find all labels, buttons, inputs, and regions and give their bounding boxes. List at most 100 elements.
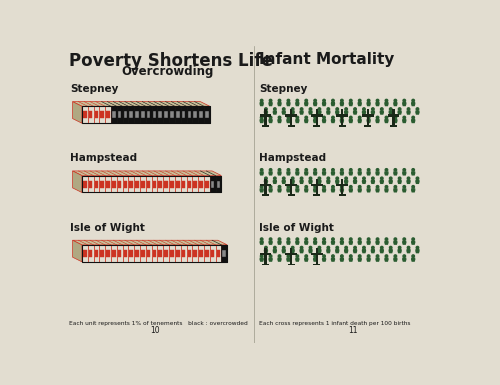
Polygon shape bbox=[317, 249, 322, 253]
Bar bbox=[135, 181, 139, 188]
Bar bbox=[94, 111, 98, 119]
Polygon shape bbox=[111, 106, 117, 123]
Polygon shape bbox=[313, 171, 318, 176]
Circle shape bbox=[264, 177, 267, 179]
Bar bbox=[199, 181, 203, 188]
Polygon shape bbox=[376, 102, 380, 106]
Circle shape bbox=[385, 186, 388, 188]
Circle shape bbox=[278, 169, 281, 171]
Circle shape bbox=[394, 169, 396, 171]
Bar bbox=[83, 181, 86, 188]
Polygon shape bbox=[169, 245, 175, 262]
Bar bbox=[124, 181, 127, 188]
Circle shape bbox=[332, 99, 334, 102]
Polygon shape bbox=[348, 188, 353, 192]
Circle shape bbox=[323, 186, 326, 188]
Circle shape bbox=[336, 246, 338, 249]
Polygon shape bbox=[105, 176, 111, 192]
Circle shape bbox=[327, 108, 330, 110]
Polygon shape bbox=[94, 106, 100, 123]
Circle shape bbox=[260, 238, 263, 240]
Bar bbox=[152, 111, 156, 119]
Polygon shape bbox=[260, 258, 264, 262]
Circle shape bbox=[264, 246, 267, 249]
Text: Stepney: Stepney bbox=[260, 84, 308, 94]
Circle shape bbox=[292, 246, 294, 249]
Circle shape bbox=[368, 169, 370, 171]
Polygon shape bbox=[152, 245, 158, 262]
Polygon shape bbox=[362, 110, 366, 115]
Circle shape bbox=[416, 246, 418, 249]
Polygon shape bbox=[140, 106, 146, 123]
Bar bbox=[118, 250, 122, 257]
Polygon shape bbox=[146, 176, 152, 192]
Polygon shape bbox=[384, 258, 388, 262]
Bar bbox=[362, 114, 374, 117]
Circle shape bbox=[340, 116, 343, 119]
Circle shape bbox=[282, 177, 285, 179]
Polygon shape bbox=[163, 176, 169, 192]
Polygon shape bbox=[402, 171, 406, 176]
Polygon shape bbox=[295, 171, 300, 176]
Circle shape bbox=[270, 169, 272, 171]
Bar bbox=[311, 184, 322, 186]
Circle shape bbox=[358, 99, 361, 102]
Circle shape bbox=[358, 255, 361, 257]
Polygon shape bbox=[322, 119, 326, 123]
Polygon shape bbox=[411, 258, 416, 262]
Bar bbox=[106, 111, 110, 119]
Circle shape bbox=[403, 186, 406, 188]
Polygon shape bbox=[146, 245, 152, 262]
Circle shape bbox=[323, 99, 326, 102]
Polygon shape bbox=[290, 110, 295, 115]
Polygon shape bbox=[268, 119, 273, 123]
Polygon shape bbox=[358, 258, 362, 262]
Circle shape bbox=[332, 186, 334, 188]
Circle shape bbox=[314, 116, 316, 119]
Bar bbox=[118, 181, 122, 188]
Polygon shape bbox=[163, 245, 169, 262]
Polygon shape bbox=[295, 102, 300, 106]
Bar bbox=[188, 111, 191, 119]
Circle shape bbox=[372, 177, 374, 179]
Circle shape bbox=[403, 116, 406, 119]
Circle shape bbox=[260, 99, 263, 102]
Polygon shape bbox=[180, 176, 186, 192]
Polygon shape bbox=[358, 102, 362, 106]
Polygon shape bbox=[260, 241, 264, 245]
Circle shape bbox=[354, 108, 356, 110]
Circle shape bbox=[323, 169, 326, 171]
Circle shape bbox=[398, 177, 401, 179]
Bar bbox=[182, 250, 186, 257]
Polygon shape bbox=[158, 245, 163, 262]
Polygon shape bbox=[268, 102, 273, 106]
Polygon shape bbox=[335, 249, 340, 253]
Polygon shape bbox=[198, 106, 204, 123]
Bar bbox=[205, 111, 208, 119]
Polygon shape bbox=[198, 176, 204, 192]
Polygon shape bbox=[264, 180, 268, 184]
Polygon shape bbox=[140, 245, 146, 262]
Polygon shape bbox=[317, 180, 322, 184]
Bar bbox=[182, 181, 186, 188]
Bar bbox=[390, 125, 397, 127]
Polygon shape bbox=[340, 119, 344, 123]
Polygon shape bbox=[402, 258, 406, 262]
Circle shape bbox=[287, 186, 290, 188]
Circle shape bbox=[264, 108, 267, 110]
Polygon shape bbox=[322, 171, 326, 176]
Polygon shape bbox=[128, 176, 134, 192]
Polygon shape bbox=[204, 245, 210, 262]
Circle shape bbox=[340, 99, 343, 102]
Circle shape bbox=[376, 238, 379, 240]
Polygon shape bbox=[348, 171, 353, 176]
Polygon shape bbox=[268, 188, 273, 192]
Bar bbox=[176, 250, 180, 257]
Circle shape bbox=[408, 108, 410, 110]
Circle shape bbox=[394, 99, 396, 102]
Polygon shape bbox=[348, 241, 353, 245]
Circle shape bbox=[403, 99, 406, 102]
Bar bbox=[170, 181, 173, 188]
Bar bbox=[147, 250, 150, 257]
Polygon shape bbox=[322, 102, 326, 106]
